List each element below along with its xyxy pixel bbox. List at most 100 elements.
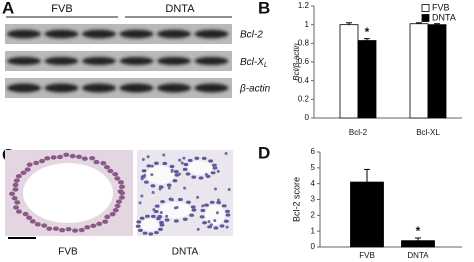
nucleus [135, 224, 141, 228]
nucleus [159, 223, 165, 227]
nucleus [225, 213, 231, 217]
y-tick-label: 2 [311, 210, 316, 219]
nucleus [143, 180, 149, 184]
nucleus [191, 175, 197, 179]
blot-band [44, 56, 79, 66]
nucleus [209, 223, 213, 227]
nucleus [208, 159, 214, 163]
nucleus [154, 161, 159, 165]
error-bar [416, 22, 422, 24]
error-bar [346, 22, 352, 25]
nucleus [151, 214, 156, 218]
nucleus [153, 209, 159, 214]
y-tick-label: 0.2 [298, 94, 310, 103]
nucleus [194, 156, 200, 160]
legend-swatch [421, 4, 430, 12]
nucleus [145, 214, 150, 218]
nucleus [118, 195, 125, 200]
nucleus [201, 204, 205, 208]
nucleus [107, 168, 114, 174]
panel-label: A [2, 0, 14, 17]
y-tick-label: 1 [305, 20, 310, 29]
nucleus [81, 156, 88, 161]
nucleus [112, 171, 119, 177]
nucleus [146, 155, 150, 159]
nucleus [180, 161, 184, 165]
nucleus [160, 200, 165, 204]
x-tick-label: FVB [359, 251, 375, 260]
lumen [23, 163, 113, 223]
blot-band [7, 29, 41, 39]
nucleus [103, 164, 110, 170]
nucleus [224, 219, 229, 223]
nucleus [26, 162, 33, 167]
nucleus [12, 187, 19, 192]
nucleus [22, 211, 29, 217]
nucleus [154, 230, 159, 235]
nucleus [166, 183, 172, 187]
significance-mark: * [416, 224, 421, 238]
nucleus [11, 196, 18, 201]
nucleus [167, 186, 171, 190]
legend-swatch [421, 14, 430, 22]
nucleus [182, 156, 186, 160]
bar [409, 23, 429, 119]
lumen [205, 205, 225, 225]
nucleus [57, 154, 64, 160]
nucleus [162, 161, 168, 166]
panel-label: B [258, 0, 270, 17]
nucleus [140, 194, 144, 198]
nucleus [150, 164, 154, 168]
nucleus [24, 167, 31, 172]
nucleus [213, 164, 217, 168]
nucleus [204, 203, 209, 207]
nucleus [150, 184, 156, 188]
nucleus [173, 219, 179, 223]
y-axis-label: Bcl/β-actin [292, 43, 301, 81]
nucleus [173, 206, 177, 210]
nucleus [44, 156, 51, 161]
image-label: DNTA [172, 247, 199, 258]
nucleus [216, 169, 220, 173]
nucleus [186, 200, 191, 204]
nucleus [52, 226, 59, 231]
nucleus [50, 155, 57, 160]
nucleus [183, 162, 189, 167]
nucleus [225, 225, 229, 229]
nucleus [63, 152, 70, 157]
nucleus [165, 214, 169, 218]
nucleus [146, 164, 152, 168]
blot-band [119, 29, 154, 39]
nucleus [182, 217, 188, 221]
nucleus [150, 173, 154, 177]
nucleus [170, 198, 174, 202]
nucleus [198, 176, 204, 180]
nucleus [115, 199, 122, 204]
nucleus [225, 209, 230, 213]
nucleus [141, 158, 145, 162]
nucleus [178, 158, 182, 162]
legend-label: FVB [432, 2, 450, 12]
lumen [159, 202, 191, 218]
blot-band [157, 29, 191, 39]
nucleus [39, 158, 46, 164]
nucleus [152, 208, 156, 212]
western-blot [5, 24, 232, 98]
nucleus [46, 226, 53, 231]
nucleus [172, 179, 178, 183]
nucleus [189, 213, 195, 217]
nucleus [183, 186, 187, 190]
nucleus [15, 174, 22, 179]
nucleus [136, 220, 142, 224]
blot-band [7, 83, 41, 93]
nucleus [170, 169, 174, 173]
nucleus [84, 225, 91, 230]
error-bar [364, 168, 370, 183]
nucleus [93, 159, 100, 165]
nucleus [114, 203, 121, 209]
blot-band [194, 56, 229, 66]
nucleus [227, 188, 231, 192]
significance-mark: * [365, 25, 370, 39]
y-tick-label: 0.4 [298, 76, 310, 85]
